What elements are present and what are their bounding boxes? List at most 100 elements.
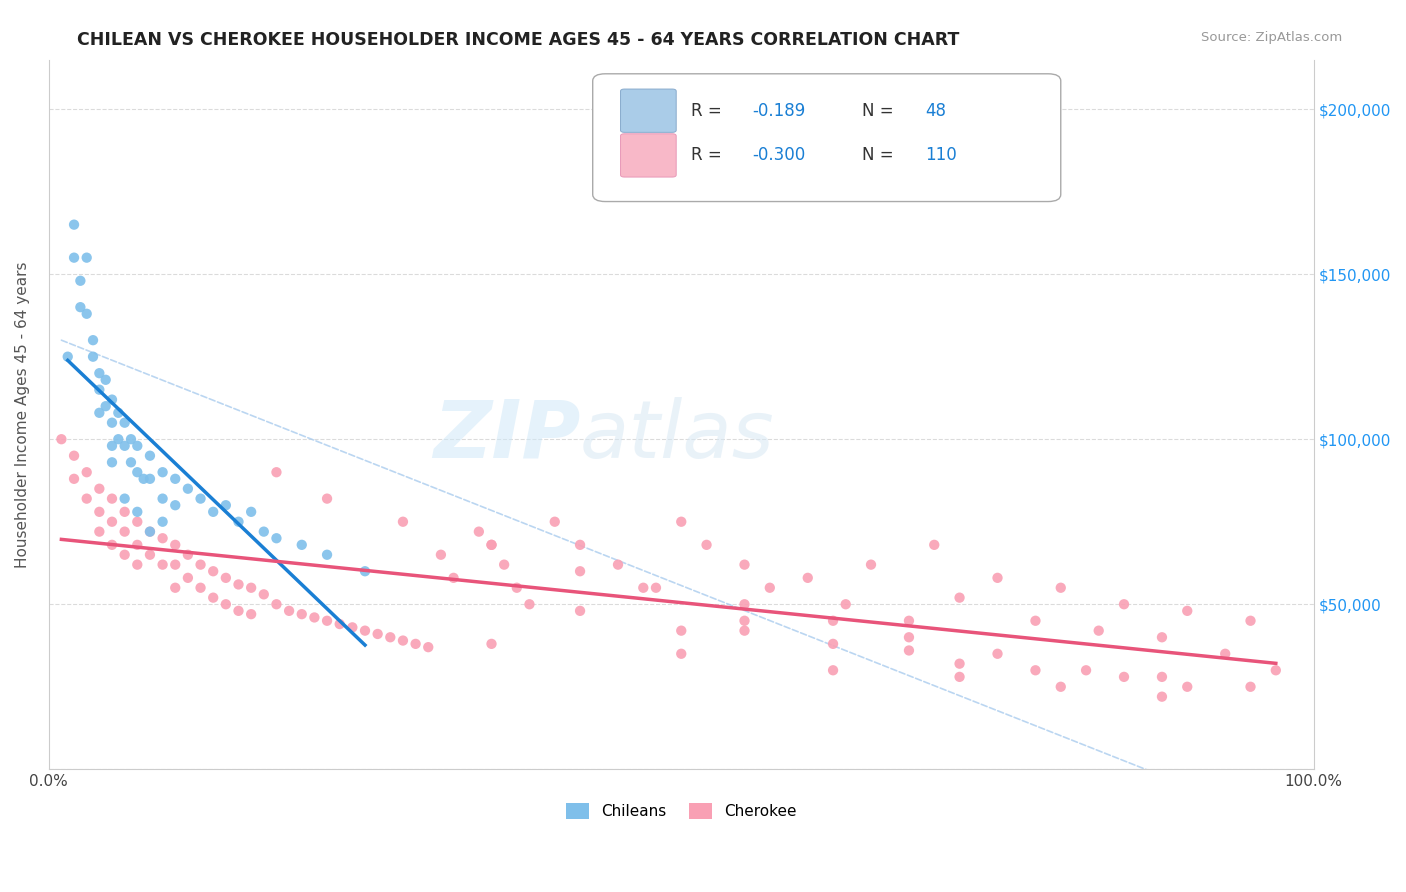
Point	[1074, 663, 1097, 677]
Text: ZIP: ZIP	[433, 397, 581, 475]
Point	[177, 548, 200, 562]
Point	[1213, 647, 1236, 661]
Point	[797, 571, 820, 585]
Point	[101, 515, 124, 529]
Point	[82, 333, 104, 347]
Point	[986, 571, 1008, 585]
Point	[240, 505, 263, 519]
Point	[89, 406, 111, 420]
Point	[89, 524, 111, 539]
Point	[342, 620, 364, 634]
Point	[1150, 670, 1173, 684]
Y-axis label: Householder Income Ages 45 - 64 years: Householder Income Ages 45 - 64 years	[15, 261, 30, 567]
Point	[94, 373, 117, 387]
Point	[253, 587, 276, 601]
Point	[316, 614, 339, 628]
Point	[165, 558, 187, 572]
Point	[165, 498, 187, 512]
Point	[696, 538, 718, 552]
Text: atlas: atlas	[581, 397, 775, 475]
Point	[202, 505, 225, 519]
Point	[139, 524, 162, 539]
Point	[1112, 597, 1135, 611]
Point	[152, 491, 174, 506]
Point	[127, 558, 149, 572]
Point	[127, 505, 149, 519]
Point	[266, 531, 288, 545]
Point	[165, 581, 187, 595]
Point	[69, 300, 91, 314]
Point	[278, 604, 301, 618]
Point	[481, 637, 503, 651]
Point	[89, 482, 111, 496]
Point	[1239, 614, 1261, 628]
Point	[468, 524, 491, 539]
Point	[354, 564, 377, 578]
Point	[63, 218, 86, 232]
Point	[392, 515, 415, 529]
Point	[607, 558, 630, 572]
Point	[1024, 614, 1046, 628]
Point	[266, 597, 288, 611]
Point	[897, 643, 920, 657]
Point	[89, 383, 111, 397]
Point	[922, 538, 945, 552]
Point	[569, 604, 592, 618]
Point	[834, 597, 856, 611]
Point	[481, 538, 503, 552]
Point	[1049, 581, 1071, 595]
Point	[823, 663, 845, 677]
Point	[671, 624, 693, 638]
Point	[734, 597, 756, 611]
Point	[253, 524, 276, 539]
Point	[645, 581, 668, 595]
Point	[1049, 680, 1071, 694]
Point	[127, 515, 149, 529]
Point	[94, 399, 117, 413]
Point	[190, 491, 212, 506]
Point	[101, 416, 124, 430]
Point	[316, 548, 339, 562]
Text: Source: ZipAtlas.com: Source: ZipAtlas.com	[1202, 31, 1343, 45]
Point	[569, 564, 592, 578]
Point	[1150, 690, 1173, 704]
Point	[266, 465, 288, 479]
Point	[190, 581, 212, 595]
Text: R =: R =	[692, 146, 727, 164]
Point	[107, 406, 129, 420]
Point	[89, 366, 111, 380]
Text: 110: 110	[925, 146, 957, 164]
Point	[63, 251, 86, 265]
Point	[127, 538, 149, 552]
Legend: Chileans, Cherokee: Chileans, Cherokee	[560, 797, 803, 825]
Point	[759, 581, 782, 595]
Point	[82, 350, 104, 364]
Point	[228, 604, 250, 618]
Point	[569, 538, 592, 552]
Point	[51, 432, 73, 446]
Point	[89, 505, 111, 519]
Point	[671, 515, 693, 529]
Point	[139, 524, 162, 539]
Point	[430, 548, 453, 562]
Point	[76, 307, 98, 321]
Point	[120, 432, 142, 446]
Text: N =: N =	[862, 146, 898, 164]
Point	[1150, 630, 1173, 644]
Point	[101, 491, 124, 506]
Point	[1112, 670, 1135, 684]
Point	[228, 577, 250, 591]
Point	[127, 439, 149, 453]
Text: N =: N =	[862, 102, 898, 120]
Point	[114, 416, 136, 430]
Point	[734, 624, 756, 638]
Text: R =: R =	[692, 102, 727, 120]
Point	[101, 455, 124, 469]
Point	[114, 491, 136, 506]
FancyBboxPatch shape	[593, 74, 1060, 202]
Point	[177, 482, 200, 496]
Point	[152, 465, 174, 479]
Point	[392, 633, 415, 648]
Point	[114, 548, 136, 562]
Point	[316, 491, 339, 506]
